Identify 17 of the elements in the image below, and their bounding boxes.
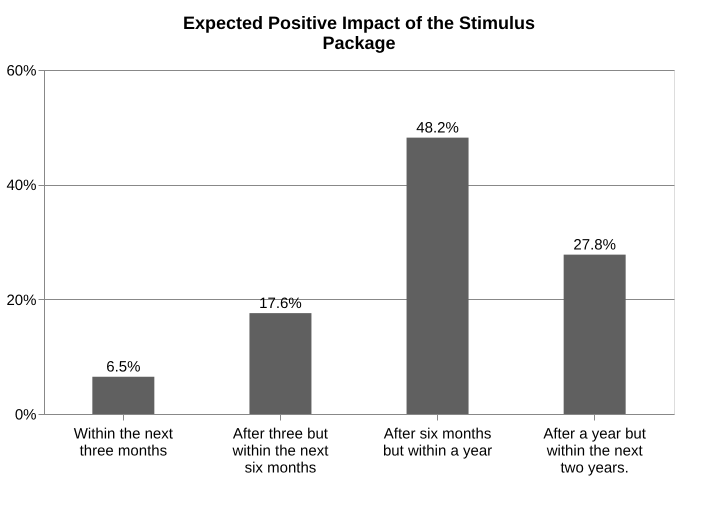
x-tick-label: After six months but within a year bbox=[382, 426, 492, 460]
y-tick-label: 40% bbox=[6, 177, 36, 194]
x-tick-label: After three but within the next six months bbox=[232, 426, 330, 476]
chart-title: Expected Positive Impact of the Stimulus Package bbox=[182, 13, 536, 53]
data-label: 48.2% bbox=[416, 120, 459, 137]
x-tick-label: Within the next three months bbox=[74, 426, 174, 460]
data-label: 17.6% bbox=[259, 295, 302, 312]
y-tick-label: 20% bbox=[6, 292, 36, 309]
data-label: 27.8% bbox=[573, 236, 616, 254]
bar bbox=[249, 313, 312, 414]
y-tick-label: 60% bbox=[6, 62, 36, 80]
bar bbox=[92, 376, 154, 414]
bar bbox=[406, 138, 469, 414]
y-tick-label: 0% bbox=[14, 406, 36, 424]
data-label: 6.5% bbox=[106, 358, 140, 376]
x-tick-label: After a year but within the next two years. bbox=[543, 426, 647, 476]
bar bbox=[564, 254, 626, 414]
